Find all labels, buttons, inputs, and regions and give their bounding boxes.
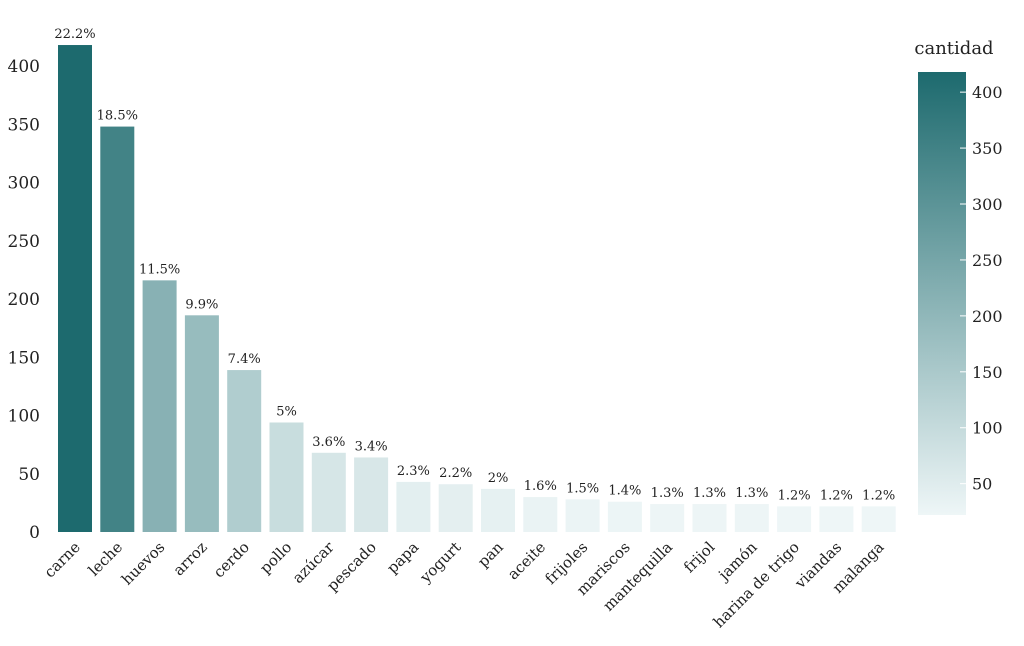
data-label: 11.5%	[139, 262, 180, 277]
bar	[354, 457, 389, 532]
bar	[523, 497, 558, 532]
data-label: 2.3%	[397, 464, 430, 479]
bar	[438, 484, 473, 532]
bar	[734, 504, 769, 532]
data-label: 1.4%	[608, 484, 641, 499]
bar	[269, 422, 304, 532]
category-label: carne	[41, 538, 84, 581]
bar	[565, 499, 600, 532]
y-tick-label: 150	[8, 348, 40, 368]
colorbar-ticks: 50 100 150 200 250 300 350 400	[960, 83, 1003, 494]
colorbar-title: cantidad	[914, 38, 993, 59]
data-label: 7.4%	[228, 352, 261, 367]
bar	[607, 501, 642, 532]
data-label: 2%	[488, 471, 509, 486]
colorbar-tick-label: 150	[972, 363, 1003, 382]
data-label: 3.4%	[355, 439, 388, 454]
y-tick-label: 0	[29, 523, 40, 543]
category-label: yogurt	[416, 538, 465, 587]
bars	[58, 45, 896, 532]
colorbar-tick-label: 200	[972, 307, 1003, 326]
data-label: 22.2%	[54, 27, 95, 42]
colorbar-gradient	[918, 72, 966, 515]
data-label: 1.2%	[820, 488, 853, 503]
data-label: 2.2%	[439, 466, 472, 481]
bar	[481, 488, 515, 532]
colorbar: cantidad 50 100 150 200 250 300 350 400	[914, 38, 1003, 515]
bar	[227, 370, 262, 532]
category-label: pan	[474, 538, 507, 571]
y-tick-label: 400	[8, 57, 40, 77]
data-label: 5%	[276, 404, 297, 419]
bar	[396, 481, 431, 532]
colorbar-tick-label: 250	[972, 251, 1003, 270]
data-label: 1.6%	[524, 479, 557, 494]
bar	[819, 506, 854, 532]
bar	[184, 315, 219, 532]
bar	[777, 506, 812, 532]
bar	[861, 506, 896, 532]
category-label: frijol	[680, 538, 718, 576]
category-label: arroz	[170, 538, 211, 579]
colorbar-tick-label: 300	[972, 195, 1003, 214]
bar	[692, 504, 727, 532]
data-label: 1.3%	[693, 486, 726, 501]
data-label: 1.3%	[651, 486, 684, 501]
y-tick-label: 300	[8, 174, 40, 194]
category-label: pollo	[256, 538, 295, 577]
data-label: 1.2%	[862, 488, 895, 503]
data-label: 1.2%	[778, 488, 811, 503]
y-tick-label: 100	[8, 407, 40, 427]
data-labels: 22.2% 18.5% 11.5% 9.9% 7.4% 5% 3.6% 3.4% 2.3% 2.2…	[54, 27, 895, 503]
data-label: 18.5%	[97, 109, 138, 124]
colorbar-tick-label: 400	[972, 83, 1003, 102]
data-label: 9.9%	[185, 297, 218, 312]
bar	[100, 126, 135, 532]
category-label: papa	[383, 538, 422, 577]
bar	[650, 504, 685, 532]
colorbar-tick-label: 50	[972, 475, 992, 494]
bar	[311, 452, 346, 532]
bar	[142, 280, 177, 532]
colorbar-tick-label: 350	[972, 139, 1003, 158]
colorbar-tick-label: 100	[972, 419, 1003, 438]
bar	[58, 45, 92, 532]
y-tick-label: 200	[8, 290, 40, 310]
y-tick-label: 350	[8, 115, 40, 135]
category-label: huevos	[118, 538, 168, 588]
data-label: 1.5%	[566, 481, 599, 496]
y-tick-label: 250	[8, 232, 40, 252]
data-label: 3.6%	[312, 435, 345, 450]
data-label: 1.3%	[735, 486, 768, 501]
y-axis: 0 50 100 150 200 250 300 350 400	[8, 57, 40, 543]
y-tick-label: 50	[18, 465, 40, 485]
category-label: cerdo	[210, 538, 253, 581]
